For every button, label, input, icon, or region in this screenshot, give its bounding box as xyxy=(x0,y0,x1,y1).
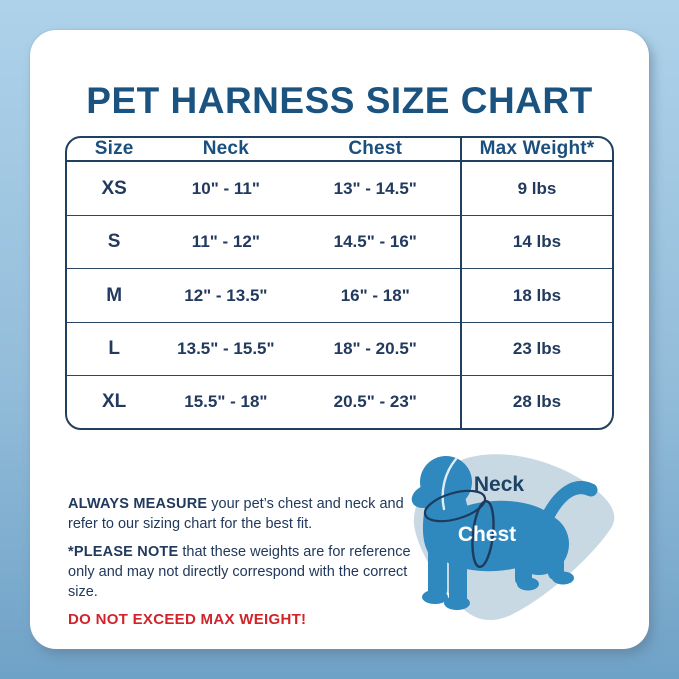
cell-neck: 13.5" - 15.5" xyxy=(161,322,291,377)
cell-size: XL xyxy=(102,391,127,413)
size-chart-table: Size Neck Chest Max Weight* XS 10" - 11"… xyxy=(65,136,614,430)
header-chest: Chest xyxy=(290,138,462,162)
cell-chest: 18" - 20.5" xyxy=(290,322,462,377)
cell-chest: 16" - 18" xyxy=(290,268,462,323)
cell-max-weight: 14 lbs xyxy=(460,215,612,270)
note-always-measure-text: your pet’s chest and neck and refer to o… xyxy=(68,496,404,532)
cell-chest: 13" - 14.5" xyxy=(290,161,462,217)
table-row: XL 15.5" - 18" 20.5" - 23" 28 lbs xyxy=(67,375,612,428)
cell-size: XS xyxy=(67,161,162,217)
header-size: Size xyxy=(67,138,162,162)
dog-measurement-diagram: Neck Chest xyxy=(411,454,615,621)
max-weight-warning: DO NOT EXCEED MAX WEIGHT! xyxy=(68,611,307,628)
cell-neck: 11" - 12" xyxy=(161,215,291,270)
note-please-note-text: that these weights are for reference onl… xyxy=(68,544,411,600)
ear-outline xyxy=(441,457,458,511)
table-row: L 13.5" - 15.5" 18" - 20.5" 23 lbs xyxy=(67,322,612,377)
notes-section: ALWAYS MEASURE your pet’s chest and neck… xyxy=(68,494,416,639)
cell-size: S xyxy=(67,215,162,270)
neck-label: Neck xyxy=(474,473,525,496)
cell-neck: 12" - 13.5" xyxy=(161,268,291,323)
neck-measure-line xyxy=(423,489,487,523)
table-row: S 11" - 12" 14.5" - 16" 14 lbs xyxy=(67,215,612,270)
page-title: PET HARNESS SIZE CHART xyxy=(86,80,593,121)
dog-silhouette xyxy=(411,456,598,610)
cell-chest: 20.5" - 23" xyxy=(333,392,417,412)
table-row: M 12" - 13.5" 16" - 18" 18 lbs xyxy=(67,268,612,323)
header-neck: Neck xyxy=(161,138,291,162)
info-card: PET HARNESS SIZE CHART Size Neck Chest M… xyxy=(30,30,649,649)
note-always-measure: ALWAYS MEASURE your pet’s chest and neck… xyxy=(68,494,416,534)
header-max-weight: Max Weight* xyxy=(460,138,612,162)
cell-max-weight: 9 lbs xyxy=(460,161,612,217)
cell-size: M xyxy=(67,268,162,323)
chest-measure-line xyxy=(471,499,495,569)
cell-max-weight: 23 lbs xyxy=(460,322,612,377)
cell-chest: 14.5" - 16" xyxy=(290,215,462,270)
chest-label: Chest xyxy=(458,523,516,546)
cell-neck: 15.5" - 18" xyxy=(184,392,268,412)
note-always-measure-lead: ALWAYS MEASURE xyxy=(68,496,208,512)
table-header-row: Size Neck Chest Max Weight* xyxy=(67,138,612,162)
note-please-note-lead: *PLEASE NOTE xyxy=(68,544,179,560)
cell-neck: 10" - 11" xyxy=(161,161,291,217)
note-please-note: *PLEASE NOTE that these weights are for … xyxy=(68,542,416,602)
table-row: XS 10" - 11" 13" - 14.5" 9 lbs xyxy=(67,161,612,217)
cell-max-weight: 28 lbs xyxy=(460,375,612,428)
cell-size: L xyxy=(67,322,162,377)
cell-max-weight: 18 lbs xyxy=(460,268,612,323)
